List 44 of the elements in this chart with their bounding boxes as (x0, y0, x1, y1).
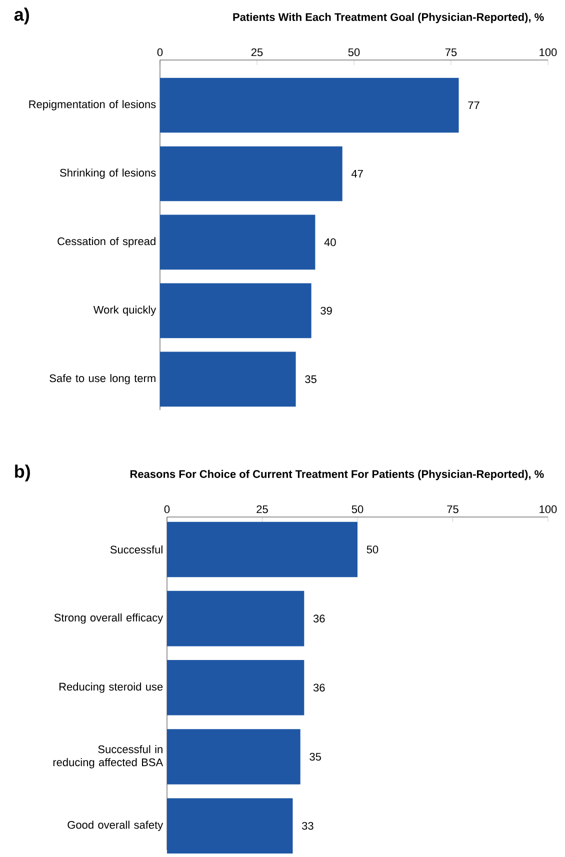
bar (160, 214, 316, 270)
chart-title: Patients With Each Treatment Goal (Physician-Reported), % (233, 12, 544, 24)
x-tick-label: 25 (256, 505, 268, 514)
data-label: 35 (305, 375, 316, 384)
x-tick-label: 75 (447, 505, 458, 514)
y-tick-label: Repigmentation of lesions (29, 100, 156, 110)
data-label: 36 (313, 684, 325, 692)
x-tick-label: 75 (445, 48, 457, 56)
bar (166, 590, 304, 646)
data-label: 77 (468, 101, 480, 110)
y-tick-label: Shrinking of lesions (60, 168, 156, 179)
data-label: 50 (366, 546, 378, 554)
bar (160, 146, 342, 202)
bar (160, 283, 312, 338)
data-label: 35 (310, 752, 321, 761)
y-tick-label: Good overall safety (68, 820, 164, 831)
data-label: 40 (324, 238, 336, 246)
y-tick-label: Successful (110, 545, 162, 554)
x-tick-label: 100 (540, 48, 557, 56)
x-tick-label: 25 (251, 48, 263, 56)
y-tick-label: Cessation of spread (58, 237, 156, 248)
y-tick-label: Reducing steroid use (59, 682, 163, 693)
y-tick-label: Successful in reducing affected BSA (53, 745, 164, 768)
bar (166, 798, 293, 854)
x-tick-label: 100 (540, 505, 557, 514)
data-label: 39 (320, 306, 332, 315)
text: a) (14, 8, 29, 24)
bar (160, 78, 459, 133)
bar (166, 660, 304, 716)
y-tick-label: Strong overall efficacy (54, 613, 164, 624)
data-label: 36 (313, 614, 325, 622)
data-label: 33 (302, 822, 314, 830)
x-tick-label: 0 (157, 48, 163, 56)
data-label: 47 (351, 170, 363, 178)
y-tick-label: Safe to use long term (50, 374, 156, 384)
bar (160, 352, 296, 407)
chart-title: Reasons For Choice of Current Treatment For Patients (Physician-Reported), % (130, 470, 544, 480)
bar (166, 522, 358, 578)
bar (166, 729, 300, 784)
text: b) (15, 464, 30, 482)
x-tick-label: 50 (352, 505, 364, 514)
y-tick-label: Work quickly (93, 306, 156, 316)
x-tick-label: 0 (164, 505, 170, 514)
x-tick-label: 50 (348, 48, 360, 56)
